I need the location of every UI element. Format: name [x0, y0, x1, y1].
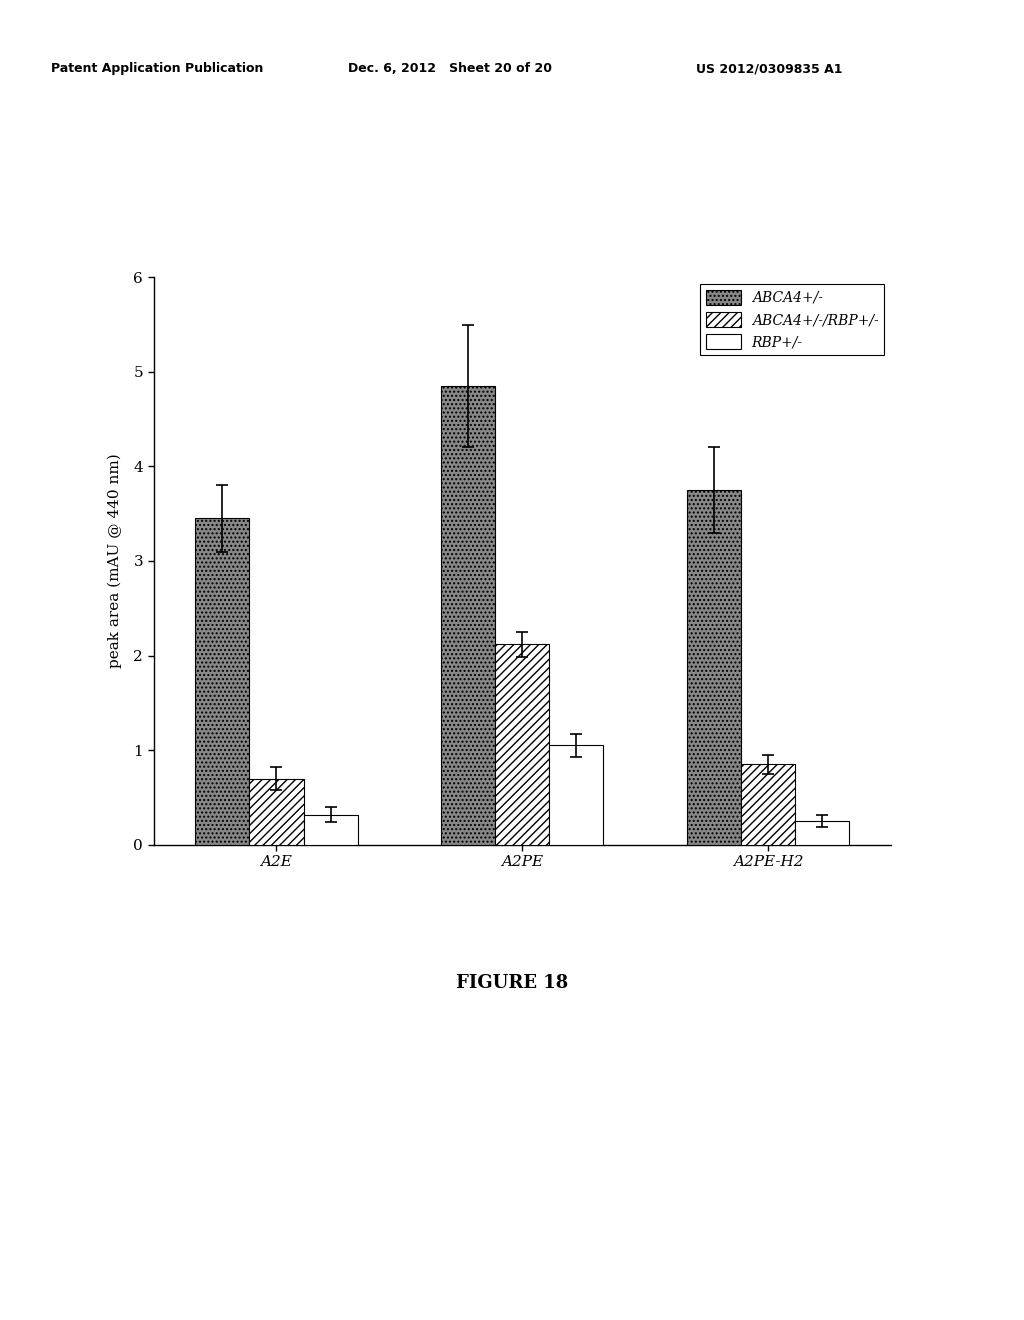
Text: FIGURE 18: FIGURE 18	[456, 974, 568, 993]
Bar	[795, 821, 849, 845]
Bar	[549, 746, 603, 845]
Legend: ABCA4+/-, ABCA4+/-/RBP+/-, RBP+/-: ABCA4+/-, ABCA4+/-/RBP+/-, RBP+/-	[700, 284, 884, 355]
Bar	[741, 764, 795, 845]
Text: US 2012/0309835 A1: US 2012/0309835 A1	[696, 62, 843, 75]
Text: Patent Application Publication: Patent Application Publication	[51, 62, 263, 75]
Text: Dec. 6, 2012   Sheet 20 of 20: Dec. 6, 2012 Sheet 20 of 20	[348, 62, 552, 75]
Bar	[196, 519, 250, 845]
Bar	[250, 779, 303, 845]
Bar	[441, 385, 496, 845]
Y-axis label: peak area (mAU @ 440 nm): peak area (mAU @ 440 nm)	[108, 454, 122, 668]
Bar	[303, 814, 357, 845]
Bar	[496, 644, 549, 845]
Bar	[687, 490, 741, 845]
